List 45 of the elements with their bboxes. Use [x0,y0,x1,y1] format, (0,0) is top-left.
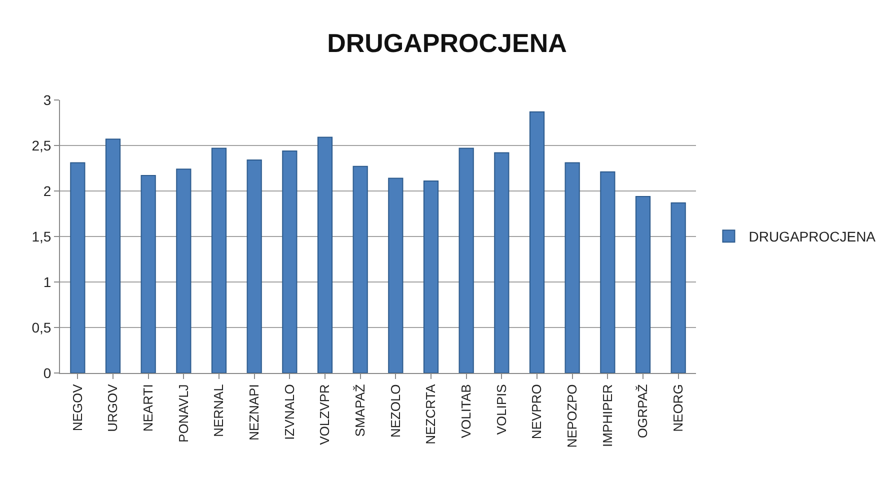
bar [176,168,192,373]
y-tick-label: 2 [43,182,52,199]
bar [423,180,439,373]
x-tick-label: URGOV [105,384,120,432]
x-tick-label: NEZNAPI [246,384,262,441]
x-tick-label: NEORG [670,384,686,432]
x-tick-label: NERNAL [211,384,226,437]
x-tick-label: NEVPRO [529,384,544,440]
y-tick-label: 2,5 [32,137,52,154]
y-tick-label: 1,5 [32,228,52,244]
bar [670,202,686,373]
x-tick-label: NEPOZPO [564,384,580,448]
bar [529,111,545,373]
bar [282,150,298,373]
bar [140,175,156,373]
x-tick-label: VOLIPIS [494,384,509,435]
bar [317,136,333,373]
x-tick-label: NEARTI [140,384,156,432]
bar [494,152,510,373]
bar [600,171,616,373]
y-tick-label: 3 [43,92,52,108]
x-tick-label: NEZCRTA [423,384,438,444]
bar [388,178,404,373]
x-tick-label: PONAVLJ [176,384,191,442]
bar [211,148,227,373]
bar [564,162,580,373]
y-tick-label: 0,5 [32,319,52,336]
chart-title: DRUGAPROCJENA [327,28,568,58]
x-tick-label: OGRPAŽ [635,384,650,438]
bar [105,138,121,373]
bar [458,148,474,373]
x-tick-label: IMPHIPER [600,384,615,448]
x-tick-label: NEGOV [70,384,85,432]
bar [352,166,368,373]
x-tick-label: NEZOLO [388,384,403,438]
x-tick-label: SMAPAŽ [352,384,368,437]
x-tick-label: IZVNALO [282,384,297,440]
y-tick-label: 0 [43,364,52,381]
y-tick-label: 1 [43,274,52,290]
bar [70,162,86,373]
x-tick-label: VOLITAB [458,384,474,438]
legend-label: DRUGAPROCJENA [748,228,876,245]
x-tick-label: VOLZVPR [317,384,332,445]
bar [246,160,262,373]
bar [635,196,651,373]
